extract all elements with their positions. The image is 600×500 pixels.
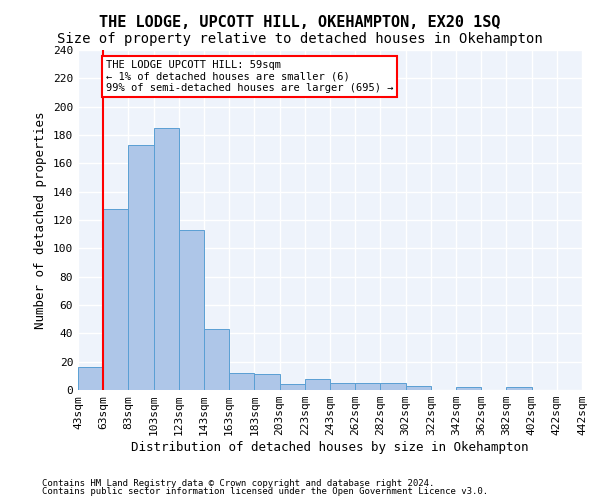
Bar bbox=[506, 387, 532, 390]
Bar bbox=[280, 384, 305, 390]
Bar bbox=[406, 386, 431, 390]
Bar bbox=[128, 145, 154, 390]
Text: THE LODGE UPCOTT HILL: 59sqm
← 1% of detached houses are smaller (6)
99% of semi: THE LODGE UPCOTT HILL: 59sqm ← 1% of det… bbox=[106, 60, 393, 93]
Y-axis label: Number of detached properties: Number of detached properties bbox=[34, 112, 47, 329]
Text: THE LODGE, UPCOTT HILL, OKEHAMPTON, EX20 1SQ: THE LODGE, UPCOTT HILL, OKEHAMPTON, EX20… bbox=[99, 15, 501, 30]
Bar bbox=[103, 208, 128, 390]
Bar bbox=[305, 378, 330, 390]
Bar bbox=[154, 128, 179, 390]
Bar bbox=[179, 230, 204, 390]
Bar bbox=[330, 383, 355, 390]
Bar bbox=[78, 368, 103, 390]
X-axis label: Distribution of detached houses by size in Okehampton: Distribution of detached houses by size … bbox=[131, 441, 529, 454]
Text: Contains public sector information licensed under the Open Government Licence v3: Contains public sector information licen… bbox=[42, 487, 488, 496]
Text: Size of property relative to detached houses in Okehampton: Size of property relative to detached ho… bbox=[57, 32, 543, 46]
Bar bbox=[380, 383, 406, 390]
Bar bbox=[254, 374, 280, 390]
Bar bbox=[355, 383, 380, 390]
Bar bbox=[204, 329, 229, 390]
Bar bbox=[229, 373, 254, 390]
Text: Contains HM Land Registry data © Crown copyright and database right 2024.: Contains HM Land Registry data © Crown c… bbox=[42, 478, 434, 488]
Bar bbox=[456, 387, 481, 390]
